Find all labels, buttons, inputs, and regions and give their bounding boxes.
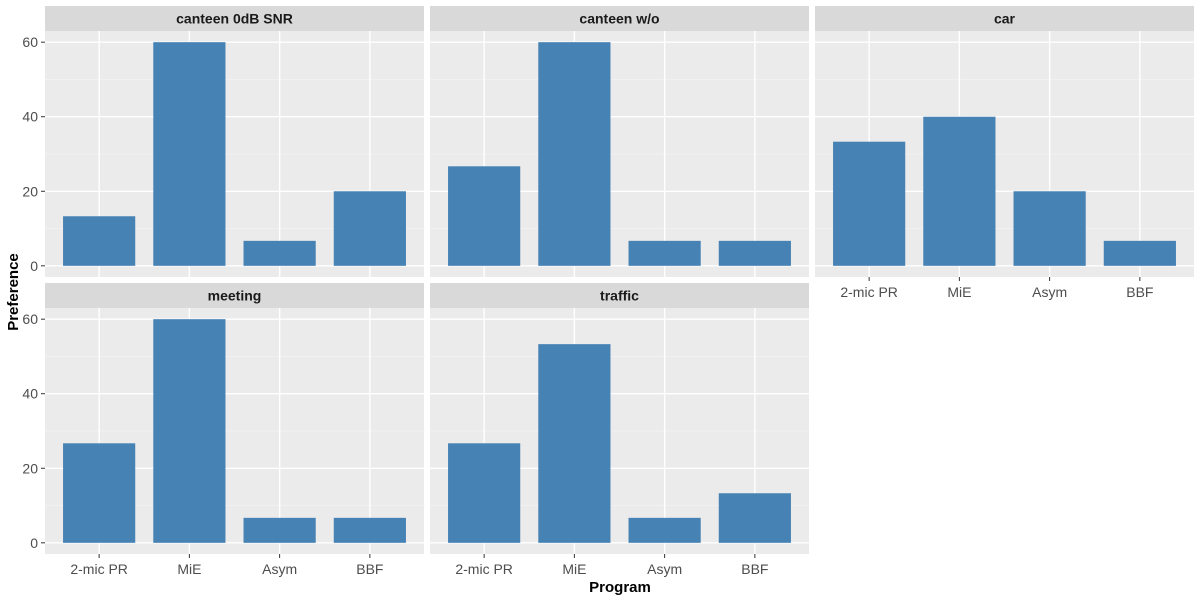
facet-strip bbox=[430, 6, 809, 31]
bar bbox=[153, 42, 226, 266]
bar bbox=[243, 240, 316, 266]
bar bbox=[1013, 191, 1086, 266]
facet-title: canteen w/o bbox=[579, 11, 659, 27]
bar bbox=[923, 116, 996, 266]
y-tick-label: 20 bbox=[22, 183, 38, 199]
facet-strip bbox=[815, 6, 1194, 31]
x-tick-label: MiE bbox=[947, 284, 971, 300]
y-tick-label: 60 bbox=[22, 34, 38, 50]
y-tick-label: 40 bbox=[22, 109, 38, 125]
x-tick-label: 2-mic PR bbox=[455, 561, 513, 577]
bar bbox=[153, 319, 226, 543]
y-tick-label: 60 bbox=[22, 311, 38, 327]
x-tick-label: 2-mic PR bbox=[840, 284, 898, 300]
bar bbox=[448, 166, 521, 266]
bar bbox=[333, 191, 406, 266]
y-tick-label: 0 bbox=[30, 535, 38, 551]
bar bbox=[63, 443, 136, 543]
facet-title: meeting bbox=[208, 288, 262, 304]
y-tick-label: 20 bbox=[22, 460, 38, 476]
facet-panel: canteen w/o bbox=[430, 6, 809, 277]
bar bbox=[538, 42, 611, 266]
x-tick-label: Asym bbox=[262, 561, 297, 577]
x-tick-label: BBF bbox=[1126, 284, 1153, 300]
x-tick-label: BBF bbox=[356, 561, 383, 577]
facet-panel: canteen 0dB SNR 0 20 40 60 bbox=[22, 6, 424, 277]
facet-title: canteen 0dB SNR bbox=[176, 11, 293, 27]
facet-strip bbox=[430, 283, 809, 308]
y-tick-label: 40 bbox=[22, 386, 38, 402]
y-tick-label: 0 bbox=[30, 258, 38, 274]
bar bbox=[63, 216, 136, 266]
x-tick-label: Asym bbox=[1032, 284, 1067, 300]
bar bbox=[628, 517, 701, 543]
facet-panel: car 2-mic PR MiE Asym BBF bbox=[815, 6, 1194, 300]
x-tick-label: BBF bbox=[741, 561, 768, 577]
bar bbox=[538, 344, 611, 543]
facet-panel: traffic 2-mic PR MiE Asym BBF bbox=[430, 283, 809, 577]
bar bbox=[718, 240, 791, 266]
bar bbox=[833, 141, 906, 266]
facet-title: car bbox=[994, 11, 1016, 27]
y-axis-title: Preference bbox=[5, 253, 22, 331]
bar bbox=[718, 493, 791, 543]
x-tick-label: 2-mic PR bbox=[70, 561, 128, 577]
bar bbox=[243, 517, 316, 543]
bar bbox=[448, 443, 521, 543]
bar bbox=[333, 517, 406, 543]
bar bbox=[1103, 240, 1176, 266]
x-tick-label: MiE bbox=[562, 561, 586, 577]
x-tick-label: MiE bbox=[177, 561, 201, 577]
x-axis-title: Program bbox=[589, 579, 651, 596]
facet-title: traffic bbox=[600, 288, 639, 304]
bar bbox=[628, 240, 701, 266]
facet-strip bbox=[45, 6, 424, 31]
facet-strip bbox=[45, 283, 424, 308]
x-tick-label: Asym bbox=[647, 561, 682, 577]
facet-panel: meeting 0 20 40 60 2-mic PR MiE Asym BBF bbox=[22, 283, 424, 577]
